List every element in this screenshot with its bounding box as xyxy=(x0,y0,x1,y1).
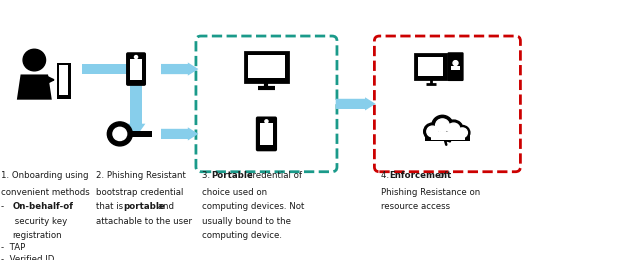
Text: of: of xyxy=(436,171,447,180)
Text: bootstrap credential: bootstrap credential xyxy=(96,188,183,197)
Circle shape xyxy=(455,126,470,140)
Text: computing device.: computing device. xyxy=(202,231,282,240)
FancyBboxPatch shape xyxy=(82,64,136,74)
Text: choice used on: choice used on xyxy=(202,188,267,197)
Text: Phishing Resistance on: Phishing Resistance on xyxy=(381,188,480,197)
PathPatch shape xyxy=(127,121,145,137)
FancyBboxPatch shape xyxy=(415,54,446,79)
Circle shape xyxy=(424,123,441,140)
FancyBboxPatch shape xyxy=(130,74,142,127)
Circle shape xyxy=(453,61,458,66)
FancyBboxPatch shape xyxy=(196,36,337,172)
PathPatch shape xyxy=(336,97,376,110)
FancyBboxPatch shape xyxy=(130,59,142,80)
FancyBboxPatch shape xyxy=(447,52,464,81)
FancyBboxPatch shape xyxy=(57,63,71,99)
Circle shape xyxy=(444,120,463,138)
Text: -: - xyxy=(1,202,10,211)
Text: 2. Phishing Resistant: 2. Phishing Resistant xyxy=(96,171,186,180)
Text: 1. Onboarding using: 1. Onboarding using xyxy=(1,171,89,180)
Circle shape xyxy=(265,120,268,123)
Text: -  TAP: - TAP xyxy=(1,243,26,252)
Text: computing devices. Not: computing devices. Not xyxy=(202,202,305,211)
Text: 4.: 4. xyxy=(381,171,391,180)
Circle shape xyxy=(427,126,438,137)
FancyBboxPatch shape xyxy=(256,116,277,151)
Text: resource access: resource access xyxy=(381,202,450,211)
Text: registration: registration xyxy=(12,231,62,240)
FancyBboxPatch shape xyxy=(374,36,520,172)
FancyBboxPatch shape xyxy=(451,66,460,70)
Circle shape xyxy=(107,122,132,146)
FancyBboxPatch shape xyxy=(425,130,470,141)
FancyBboxPatch shape xyxy=(120,131,152,137)
FancyBboxPatch shape xyxy=(59,66,68,95)
PathPatch shape xyxy=(161,62,198,76)
Text: usually bound to the: usually bound to the xyxy=(202,217,291,226)
Circle shape xyxy=(113,127,127,140)
Text: convenient methods: convenient methods xyxy=(1,188,90,197)
FancyBboxPatch shape xyxy=(431,132,465,140)
Text: Enforcement: Enforcement xyxy=(389,171,452,180)
Circle shape xyxy=(447,123,460,135)
FancyBboxPatch shape xyxy=(144,131,149,137)
Text: -  Verified ID: - Verified ID xyxy=(1,255,55,260)
Text: Portable: Portable xyxy=(211,171,253,180)
Text: and: and xyxy=(155,202,173,211)
Circle shape xyxy=(457,128,467,138)
FancyBboxPatch shape xyxy=(126,52,146,86)
FancyBboxPatch shape xyxy=(418,57,443,76)
Text: 3.: 3. xyxy=(202,171,213,180)
Circle shape xyxy=(23,49,46,71)
Text: On-behalf-of: On-behalf-of xyxy=(12,202,74,211)
Text: attachable to the user: attachable to the user xyxy=(96,217,192,226)
Text: that is: that is xyxy=(96,202,126,211)
Text: portable: portable xyxy=(124,202,165,211)
FancyBboxPatch shape xyxy=(260,123,273,145)
Circle shape xyxy=(432,115,453,136)
PathPatch shape xyxy=(17,74,52,100)
FancyBboxPatch shape xyxy=(245,52,288,82)
FancyBboxPatch shape xyxy=(139,131,143,137)
Text: credential of: credential of xyxy=(245,171,301,180)
Text: security key: security key xyxy=(12,217,68,226)
FancyBboxPatch shape xyxy=(248,55,285,78)
Circle shape xyxy=(436,119,449,132)
Circle shape xyxy=(134,56,137,58)
PathPatch shape xyxy=(161,127,198,140)
